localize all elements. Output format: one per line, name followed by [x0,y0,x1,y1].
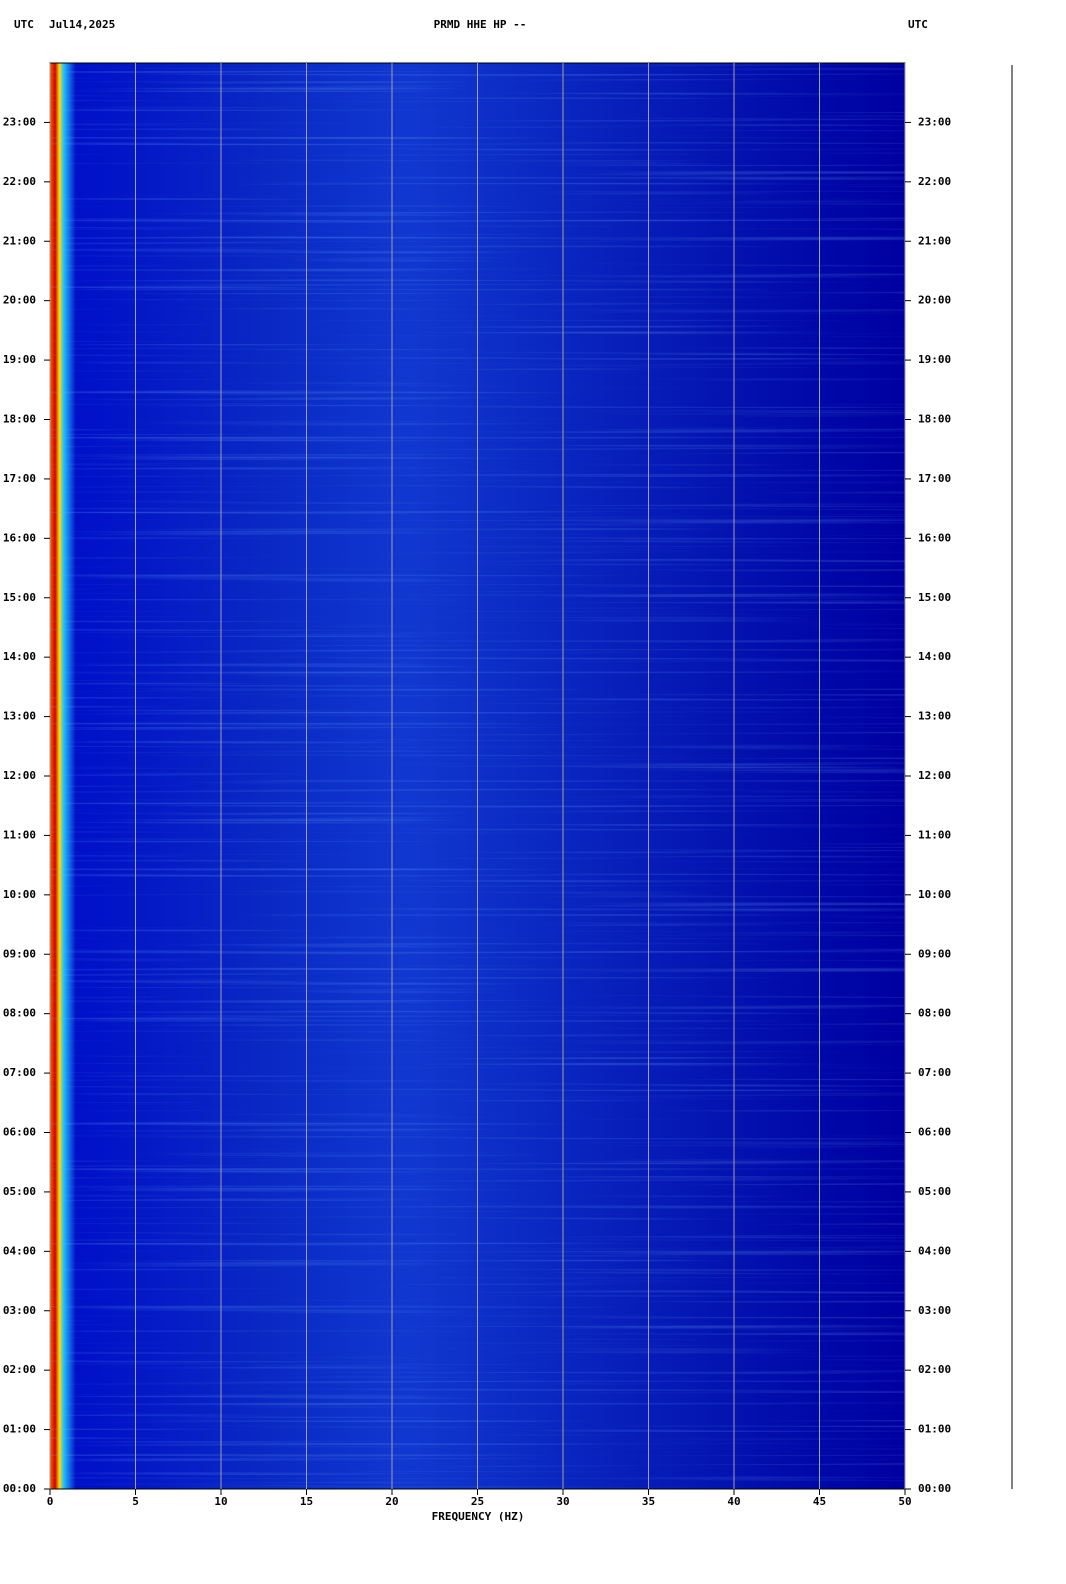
y-tick-label: 01:00 [3,1423,36,1436]
x-tick-label: 0 [47,1495,54,1508]
x-tick-label: 45 [813,1495,826,1508]
y-tick-label: 00:00 [918,1482,951,1495]
chart-title: PRMD HHE HP -- [434,18,527,31]
y-tick-label: 18:00 [3,413,36,426]
y-tick-label: 11:00 [918,828,951,841]
y-tick-label: 19:00 [918,353,951,366]
y-tick-label: 17:00 [3,472,36,485]
x-tick-label: 20 [385,1495,398,1508]
y-tick-label: 13:00 [918,710,951,723]
y-tick-label: 02:00 [918,1363,951,1376]
y-tick-label: 22:00 [918,175,951,188]
y-tick-label: 07:00 [3,1066,36,1079]
y-tick-label: 11:00 [3,828,36,841]
y-tick-label: 12:00 [918,769,951,782]
y-tick-label: 23:00 [918,115,951,128]
y-tick-label: 08:00 [918,1007,951,1020]
x-tick-label: 50 [898,1495,911,1508]
y-tick-label: 09:00 [918,947,951,960]
y-tick-label: 10:00 [918,888,951,901]
x-axis-label: FREQUENCY (HZ) [432,1510,525,1523]
y-tick-label: 20:00 [918,294,951,307]
y-tick-label: 17:00 [918,472,951,485]
y-tick-label: 14:00 [3,650,36,663]
y-tick-label: 03:00 [918,1304,951,1317]
x-tick-label: 10 [214,1495,227,1508]
y-tick-label: 08:00 [3,1007,36,1020]
y-tick-label: 15:00 [918,591,951,604]
y-tick-label: 03:00 [3,1304,36,1317]
y-tick-label: 05:00 [3,1185,36,1198]
y-tick-label: 18:00 [918,413,951,426]
y-tick-label: 10:00 [3,888,36,901]
x-tick-label: 30 [556,1495,569,1508]
x-tick-label: 40 [727,1495,740,1508]
y-tick-label: 23:00 [3,115,36,128]
y-tick-label: 07:00 [918,1066,951,1079]
y-tick-label: 06:00 [918,1126,951,1139]
y-tick-label: 16:00 [918,531,951,544]
y-tick-label: 12:00 [3,769,36,782]
y-tick-label: 00:00 [3,1482,36,1495]
y-tick-label: 21:00 [3,234,36,247]
header-zone: UTC [908,18,928,31]
y-tick-label: 14:00 [918,650,951,663]
y-tick-label: 05:00 [918,1185,951,1198]
y-tick-label: 13:00 [3,710,36,723]
y-tick-label: 02:00 [3,1363,36,1376]
y-tick-label: 22:00 [3,175,36,188]
x-tick-label: 25 [471,1495,484,1508]
y-tick-label: 16:00 [3,531,36,544]
y-tick-label: 20:00 [3,294,36,307]
y-tick-label: 09:00 [3,947,36,960]
y-tick-label: 01:00 [918,1423,951,1436]
y-tick-label: 21:00 [918,234,951,247]
y-tick-label: 19:00 [3,353,36,366]
y-tick-label: 06:00 [3,1126,36,1139]
header-date: Jul14,2025 [49,18,115,31]
x-tick-label: 5 [132,1495,139,1508]
x-tick-label: 15 [300,1495,313,1508]
y-tick-label: 04:00 [918,1244,951,1257]
x-tick-label: 35 [642,1495,655,1508]
header-zone: UTC [14,18,34,31]
y-tick-label: 15:00 [3,591,36,604]
y-tick-label: 04:00 [3,1244,36,1257]
